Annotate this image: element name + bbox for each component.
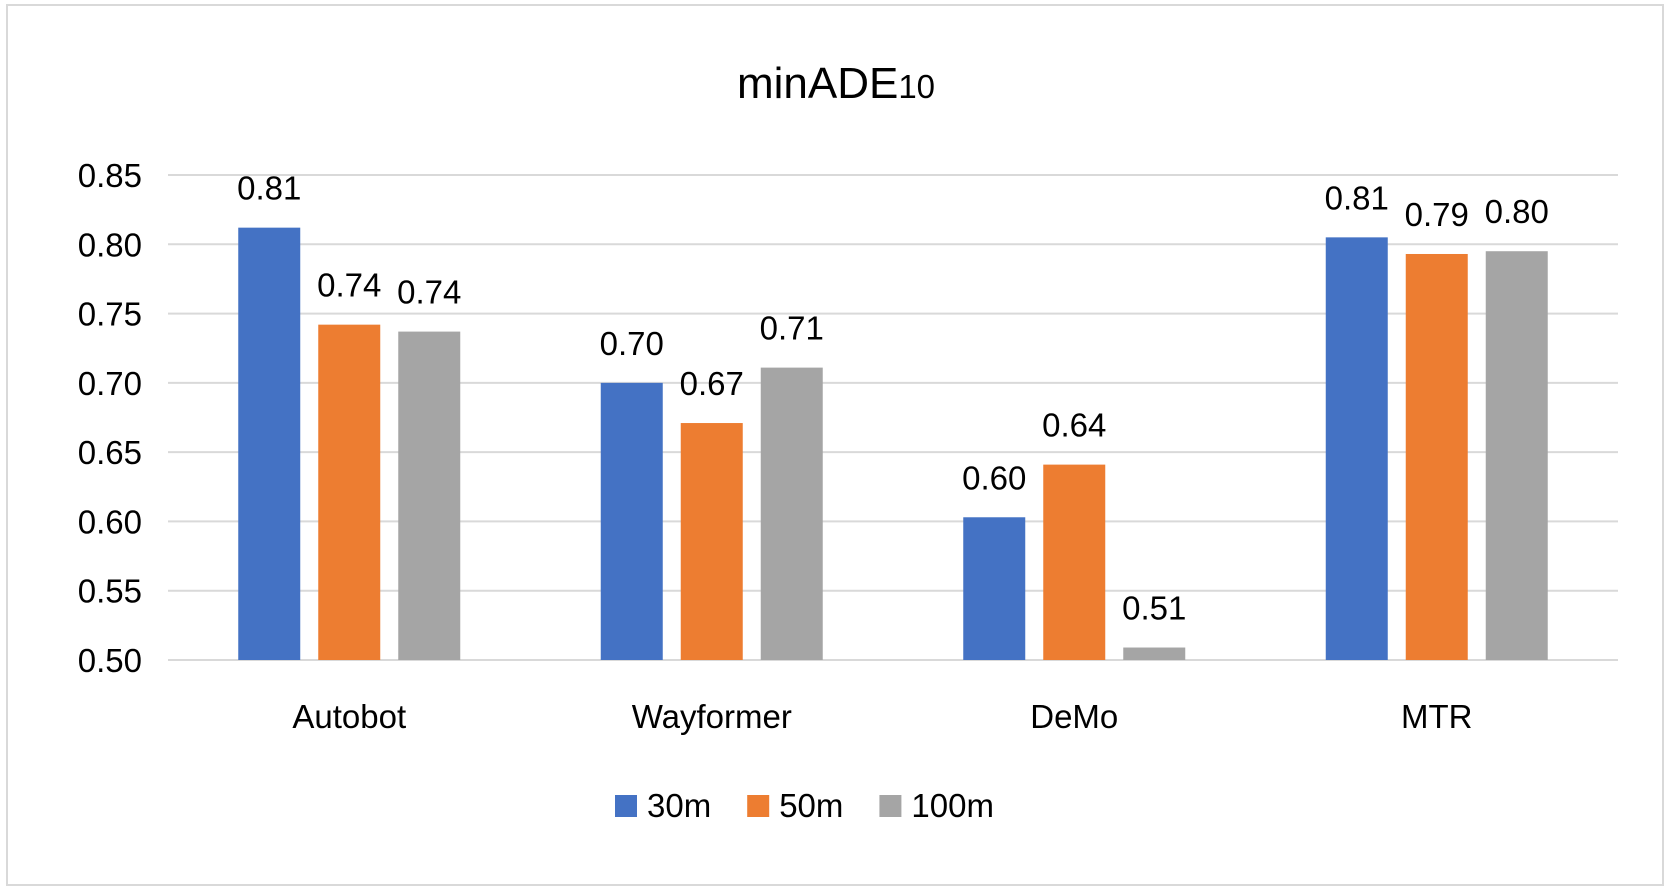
y-tick-label: 0.50 bbox=[78, 642, 142, 679]
legend-label-30m: 30m bbox=[647, 787, 711, 824]
data-label: 0.81 bbox=[237, 170, 301, 207]
data-label: 0.81 bbox=[1325, 179, 1389, 216]
y-tick-label: 0.55 bbox=[78, 573, 142, 610]
data-labels: 0.81 0.74 0.74 0.70 0.67 0.71 0.60 0.64 0.51 0.81… bbox=[237, 170, 1549, 627]
bars bbox=[238, 227, 1548, 660]
bar-wayformer-100m bbox=[760, 367, 823, 660]
bar-demo-30m bbox=[963, 517, 1026, 660]
legend-swatch-50m bbox=[747, 795, 770, 817]
data-label: 0.60 bbox=[962, 459, 1026, 496]
bar-demo-50m bbox=[1043, 464, 1106, 660]
chart-title: minADE10 bbox=[737, 59, 935, 108]
y-tick-label: 0.60 bbox=[78, 503, 142, 540]
bar-mtr-50m bbox=[1405, 253, 1468, 660]
bar-wayformer-30m bbox=[600, 382, 663, 660]
y-tick-label: 0.75 bbox=[78, 296, 142, 333]
bar-mtr-30m bbox=[1325, 237, 1388, 660]
data-label: 0.51 bbox=[1122, 590, 1186, 627]
x-axis-categories: Autobot Wayformer DeMo MTR bbox=[292, 698, 1472, 735]
data-label: 0.71 bbox=[760, 310, 824, 347]
y-tick-label: 0.70 bbox=[78, 365, 142, 402]
data-label: 0.74 bbox=[397, 274, 461, 311]
data-label: 0.74 bbox=[317, 267, 381, 304]
legend-swatch-100m bbox=[879, 795, 902, 817]
legend-label-50m: 50m bbox=[779, 787, 843, 824]
y-axis-ticks: 0.50 0.55 0.60 0.65 0.70 0.75 0.80 0.85 bbox=[78, 157, 142, 679]
data-label: 0.79 bbox=[1405, 196, 1469, 233]
category-label: MTR bbox=[1401, 698, 1472, 735]
y-tick-label: 0.80 bbox=[78, 226, 142, 263]
category-label: Autobot bbox=[292, 698, 406, 735]
gridlines bbox=[168, 174, 1618, 661]
bar-mtr-100m bbox=[1485, 251, 1548, 660]
data-label: 0.70 bbox=[600, 325, 664, 362]
y-tick-label: 0.65 bbox=[78, 434, 142, 471]
legend-label-100m: 100m bbox=[911, 787, 994, 824]
bar-autobot-100m bbox=[398, 331, 461, 660]
legend-swatch-30m bbox=[615, 795, 637, 817]
data-label: 0.80 bbox=[1485, 193, 1549, 230]
bar-autobot-50m bbox=[318, 324, 381, 660]
bar-wayformer-50m bbox=[680, 423, 743, 660]
legend: 30m 50m 100m bbox=[615, 787, 994, 824]
category-label: Wayformer bbox=[632, 698, 792, 735]
category-label: DeMo bbox=[1030, 698, 1118, 735]
data-label: 0.67 bbox=[680, 365, 744, 402]
data-label: 0.64 bbox=[1042, 407, 1106, 444]
bar-demo-100m bbox=[1123, 647, 1186, 660]
chart-title-main: minADE bbox=[737, 59, 898, 108]
y-tick-label: 0.85 bbox=[78, 157, 142, 194]
bar-autobot-30m bbox=[238, 227, 301, 660]
chart-title-subscript: 10 bbox=[898, 68, 935, 105]
